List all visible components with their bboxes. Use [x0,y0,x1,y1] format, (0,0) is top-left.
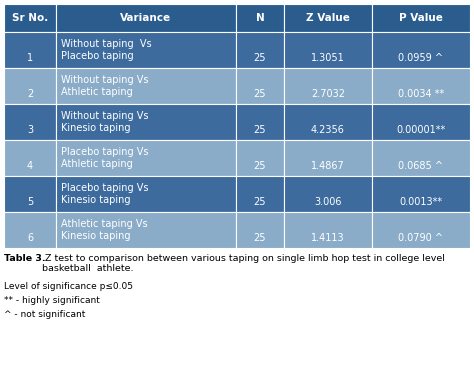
Bar [372,68,470,104]
Bar [372,140,470,176]
Bar [372,104,470,140]
Text: 25: 25 [254,161,266,171]
Text: Placebo taping Vs
Athletic taping: Placebo taping Vs Athletic taping [61,147,148,169]
Bar [372,176,470,212]
Text: 3.006: 3.006 [314,197,342,207]
Text: 0.0685 ^: 0.0685 ^ [399,161,444,171]
Text: 25: 25 [254,125,266,135]
Text: 4: 4 [27,161,33,171]
Bar [236,68,284,104]
Text: Without taping  Vs
Placebo taping: Without taping Vs Placebo taping [61,39,152,61]
Bar [4,140,56,176]
Text: Z test to comparison between various taping on single limb hop test in college l: Z test to comparison between various tap… [42,254,445,273]
Bar [56,104,236,140]
Bar [56,176,236,212]
Text: 2: 2 [27,89,33,99]
Text: 3: 3 [27,125,33,135]
Text: 1: 1 [27,53,33,63]
Text: Without taping Vs
Kinesio taping: Without taping Vs Kinesio taping [61,111,148,133]
Text: 25: 25 [254,197,266,207]
Bar [4,68,56,104]
Text: 0.0034 **: 0.0034 ** [398,89,444,99]
Bar [284,32,372,68]
Bar [56,140,236,176]
Bar [284,4,372,32]
Bar [56,4,236,32]
Bar [56,68,236,104]
Bar [236,32,284,68]
Bar [4,32,56,68]
Text: 4.2356: 4.2356 [311,125,345,135]
Bar [4,176,56,212]
Text: ** - highly significant: ** - highly significant [4,296,100,305]
Text: Athletic taping Vs
Kinesio taping: Athletic taping Vs Kinesio taping [61,219,147,241]
Bar [372,212,470,248]
Text: 25: 25 [254,89,266,99]
Bar [372,4,470,32]
Text: Without taping Vs
Athletic taping: Without taping Vs Athletic taping [61,75,148,97]
Text: 1.4113: 1.4113 [311,233,345,243]
Text: 1.3051: 1.3051 [311,53,345,63]
Bar [284,140,372,176]
Text: 2.7032: 2.7032 [311,89,345,99]
Text: 1.4867: 1.4867 [311,161,345,171]
Bar [236,4,284,32]
Text: Sr No.: Sr No. [12,13,48,23]
Bar [236,212,284,248]
Bar [236,176,284,212]
Text: 5: 5 [27,197,33,207]
Text: Placebo taping Vs
Kinesio taping: Placebo taping Vs Kinesio taping [61,183,148,205]
Text: 25: 25 [254,53,266,63]
Bar [284,68,372,104]
Text: P Value: P Value [399,13,443,23]
Text: Variance: Variance [120,13,172,23]
Bar [236,104,284,140]
Text: 25: 25 [254,233,266,243]
Text: 0.0013**: 0.0013** [400,197,443,207]
Text: Table 3.: Table 3. [4,254,46,263]
Bar [284,212,372,248]
Text: 0.0959 ^: 0.0959 ^ [399,53,444,63]
Text: Level of significance p≤0.05: Level of significance p≤0.05 [4,282,133,291]
Bar [4,104,56,140]
Text: 6: 6 [27,233,33,243]
Text: 0.00001**: 0.00001** [396,125,446,135]
Text: ^ - not significant: ^ - not significant [4,310,85,319]
Bar [4,212,56,248]
Bar [56,32,236,68]
Bar [284,104,372,140]
Text: N: N [255,13,264,23]
Bar [236,140,284,176]
Bar [284,176,372,212]
Text: Z Value: Z Value [306,13,350,23]
Text: 0.0790 ^: 0.0790 ^ [399,233,444,243]
Bar [4,4,56,32]
Bar [56,212,236,248]
Bar [372,32,470,68]
